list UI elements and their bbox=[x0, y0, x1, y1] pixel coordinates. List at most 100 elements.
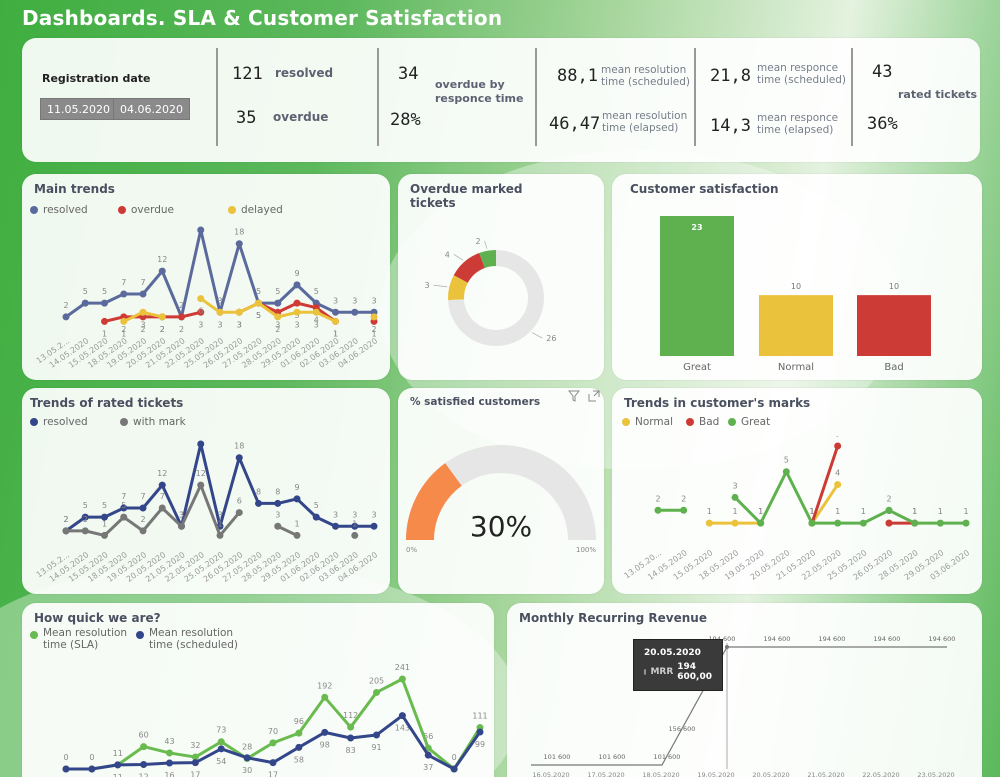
series-line-delayed bbox=[199, 297, 337, 323]
data-label: 12 bbox=[196, 469, 206, 478]
data-label: 6 bbox=[198, 307, 203, 316]
legend-dot-icon bbox=[622, 418, 630, 426]
data-label: 37 bbox=[423, 763, 433, 772]
gauge-fill bbox=[406, 463, 462, 540]
kpi-card: Registration date 11.05.2020 04.06.2020 … bbox=[22, 38, 980, 162]
legend-dot-icon bbox=[30, 418, 38, 426]
overdue-value: 35 bbox=[236, 108, 257, 128]
data-label: 54 bbox=[216, 757, 226, 766]
data-point bbox=[351, 531, 359, 539]
data-label: 32 bbox=[190, 741, 200, 750]
data-label: 9 bbox=[294, 269, 299, 278]
legend-overdue[interactable]: overdue bbox=[118, 204, 174, 216]
data-label: 2 bbox=[140, 325, 145, 334]
mrr-line bbox=[531, 646, 947, 766]
legend-bad[interactable]: Bad bbox=[686, 416, 719, 428]
donut-label: 3 bbox=[425, 281, 430, 290]
data-label: 9 bbox=[294, 483, 299, 492]
leader-line bbox=[453, 254, 464, 261]
customer-satisfaction-chart: 23 Great 10 Normal 10 Bad bbox=[660, 216, 931, 373]
divider bbox=[694, 48, 696, 146]
data-label: 2 bbox=[63, 301, 68, 310]
rated-trends-card: Trends of rated tickets resolved with ma… bbox=[22, 388, 390, 594]
legend-scheduled[interactable]: Mean resolution time (scheduled) bbox=[136, 627, 249, 651]
data-label: 1 bbox=[707, 507, 712, 516]
overdue-response-value: 34 bbox=[398, 64, 419, 84]
filter-icon[interactable] bbox=[567, 390, 581, 405]
x-tick-label: 21.05.2020 bbox=[807, 771, 844, 777]
legend-dot-icon bbox=[728, 418, 736, 426]
bar-bad bbox=[857, 295, 931, 356]
data-label: 1 bbox=[102, 519, 107, 528]
data-label: 1 bbox=[835, 507, 840, 516]
mrr-chart: 101 600 101 600 101 600 156 600 194 600 194 6… bbox=[531, 635, 955, 777]
data-label: 5 bbox=[102, 287, 107, 296]
mean-response-elapsed-label: mean responce time (elapsed) bbox=[757, 112, 839, 136]
data-label: 60 bbox=[139, 731, 149, 740]
overdue-response-percent: 28% bbox=[390, 110, 421, 130]
series-line-delayed bbox=[123, 310, 163, 323]
mean-resolution-elapsed-label: mean resolution time (elapsed) bbox=[602, 110, 688, 134]
series-line-normal bbox=[810, 483, 839, 524]
data-label: 12 bbox=[139, 773, 149, 777]
bar-category-label: Great bbox=[683, 362, 711, 373]
bar-great bbox=[660, 216, 734, 356]
data-label: 7 bbox=[160, 492, 165, 501]
tooltip-dot-icon bbox=[644, 669, 647, 675]
rated-tickets-value: 43 bbox=[872, 62, 893, 82]
marks-trends-chart: 13.05.20...14.05.202015.05.202018.05.202… bbox=[623, 436, 972, 582]
data-label: 3 bbox=[237, 320, 242, 329]
series-line-overdue bbox=[104, 310, 202, 323]
customer-satisfaction-title: Customer satisfaction bbox=[630, 182, 779, 196]
how-quick-card: How quick we are? Mean resolution time (… bbox=[22, 603, 494, 777]
data-label: 2 bbox=[160, 325, 165, 334]
data-label: 3 bbox=[237, 320, 242, 329]
data-label: 11 bbox=[113, 749, 123, 758]
legend-normal[interactable]: Normal bbox=[622, 416, 673, 428]
main-trends-chart: 13.05.2...14.05.202015.05.202018.05.2020… bbox=[35, 222, 379, 370]
data-label: 3 bbox=[217, 320, 222, 329]
data-label: 3 bbox=[371, 296, 376, 305]
legend-dot-icon bbox=[136, 631, 144, 639]
legend-sla[interactable]: Mean resolution time (SLA) bbox=[30, 627, 133, 651]
mrr-card: Monthly Recurring Revenue 101 600 101 600… bbox=[507, 603, 982, 777]
data-label: 3 bbox=[294, 320, 299, 329]
data-label: 3 bbox=[217, 296, 222, 305]
data-point bbox=[370, 313, 378, 321]
data-label: 3 bbox=[333, 510, 338, 519]
legend-resolved[interactable]: resolved bbox=[30, 416, 88, 428]
series-line-with-mark bbox=[66, 483, 241, 537]
data-label: 0 bbox=[63, 753, 68, 762]
date-from-field[interactable]: 11.05.2020 bbox=[40, 98, 117, 120]
data-label: 0 bbox=[89, 753, 94, 762]
mean-response-scheduled-label: mean responce time (scheduled) bbox=[757, 62, 846, 86]
data-label: 17 bbox=[190, 771, 200, 777]
satisfied-gauge: 30% 0% 100% bbox=[406, 445, 596, 554]
registration-date-label: Registration date bbox=[42, 72, 151, 85]
data-label: 101 600 bbox=[654, 753, 681, 761]
series-line-mean-resolution-time-sla- bbox=[66, 677, 482, 771]
date-to-field[interactable]: 04.06.2020 bbox=[113, 98, 190, 120]
resolved-label: resolved bbox=[275, 66, 334, 80]
data-label: 7 bbox=[121, 278, 126, 287]
mean-response-scheduled-value: 21,8 bbox=[710, 66, 751, 86]
focus-mode-icon[interactable] bbox=[588, 390, 600, 405]
data-label: 58 bbox=[294, 755, 304, 764]
legend-great[interactable]: Great bbox=[728, 416, 770, 428]
rated-tickets-label: rated tickets bbox=[898, 88, 978, 101]
x-tick-label: 22.05.2020 bbox=[862, 771, 899, 777]
legend-resolved[interactable]: resolved bbox=[30, 204, 88, 216]
data-label: 30 bbox=[242, 766, 252, 775]
data-label: 3 bbox=[140, 320, 145, 329]
data-label: 1 bbox=[333, 329, 338, 338]
data-label: 73 bbox=[216, 726, 226, 735]
divider bbox=[216, 48, 218, 146]
donut-label: 2 bbox=[475, 237, 480, 246]
x-tick-label: 17.05.2020 bbox=[587, 771, 624, 777]
data-label: 205 bbox=[369, 676, 384, 685]
legend-with-mark[interactable]: with mark bbox=[120, 416, 186, 428]
data-label: 3 bbox=[352, 296, 357, 305]
data-label: 96 bbox=[294, 717, 304, 726]
legend-delayed[interactable]: delayed bbox=[228, 204, 283, 216]
data-label: 156 600 bbox=[669, 725, 696, 733]
